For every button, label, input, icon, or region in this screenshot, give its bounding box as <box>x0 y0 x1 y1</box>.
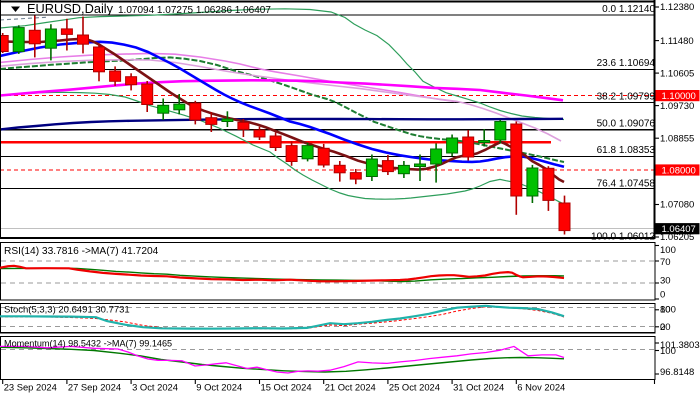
svg-text:1.10605: 1.10605 <box>660 68 694 79</box>
svg-text:15 Oct 2024: 15 Oct 2024 <box>261 382 312 393</box>
svg-text:1.07094 1.07275 1.06286 1.0640: 1.07094 1.07275 1.06286 1.06407 <box>118 5 271 16</box>
svg-text:Stoch(5,3,3) 20.6491 30.7731: Stoch(5,3,3) 20.6491 30.7731 <box>4 305 130 316</box>
svg-text:1.08855: 1.08855 <box>660 133 694 144</box>
svg-text:50.0 1.09076: 50.0 1.09076 <box>597 119 656 130</box>
svg-text:6 Nov 2024: 6 Nov 2024 <box>517 382 565 393</box>
svg-text:70: 70 <box>660 257 671 268</box>
svg-text:96.8148: 96.8148 <box>660 367 694 378</box>
svg-text:100: 100 <box>660 346 676 357</box>
svg-text:9 Oct 2024: 9 Oct 2024 <box>196 382 242 393</box>
svg-text:1.06407: 1.06407 <box>662 224 696 235</box>
svg-text:1.10000: 1.10000 <box>662 91 696 102</box>
svg-text:0.0 1.12140: 0.0 1.12140 <box>602 4 655 15</box>
svg-text:0: 0 <box>660 322 665 333</box>
svg-text:30: 30 <box>660 276 671 287</box>
svg-text:Momentum(14) 98.5432 ->MA(7): Momentum(14) 98.5432 ->MA(7) 99.1465 <box>4 339 172 349</box>
svg-text:1.12380: 1.12380 <box>660 2 694 13</box>
svg-text:1.08000: 1.08000 <box>662 165 696 176</box>
svg-text:1.11480: 1.11480 <box>660 36 694 47</box>
svg-text:25 Oct 2024: 25 Oct 2024 <box>389 382 440 393</box>
svg-text:23.6 1.10694: 23.6 1.10694 <box>597 58 656 69</box>
svg-text:38.2 1.09799: 38.2 1.09799 <box>597 92 656 103</box>
svg-text:0: 0 <box>660 290 665 301</box>
svg-text:EURUSD,Daily: EURUSD,Daily <box>27 1 114 16</box>
svg-text:RSI(14) 33.7816 ->MA(7) 41.72: RSI(14) 33.7816 ->MA(7) 41.7204 <box>4 246 159 257</box>
svg-text:1.09730: 1.09730 <box>660 101 694 112</box>
svg-text:23 Sep 2024: 23 Sep 2024 <box>4 382 57 393</box>
svg-text:31 Oct 2024: 31 Oct 2024 <box>453 382 504 393</box>
svg-text:21 Oct 2024: 21 Oct 2024 <box>325 382 376 393</box>
svg-text:61.8 1.08353: 61.8 1.08353 <box>597 145 656 156</box>
svg-text:1.06205: 1.06205 <box>660 232 694 243</box>
svg-text:20: 20 <box>660 322 671 333</box>
svg-text:1.07080: 1.07080 <box>660 200 694 211</box>
svg-text:101.3803: 101.3803 <box>660 340 700 351</box>
svg-text:100: 100 <box>660 305 676 316</box>
svg-text:80: 80 <box>660 305 671 316</box>
svg-text:76.4 1.07458: 76.4 1.07458 <box>597 179 656 190</box>
svg-text:100: 100 <box>660 245 676 256</box>
svg-text:3 Oct 2024: 3 Oct 2024 <box>132 382 178 393</box>
svg-text:27 Sep 2024: 27 Sep 2024 <box>68 382 121 393</box>
